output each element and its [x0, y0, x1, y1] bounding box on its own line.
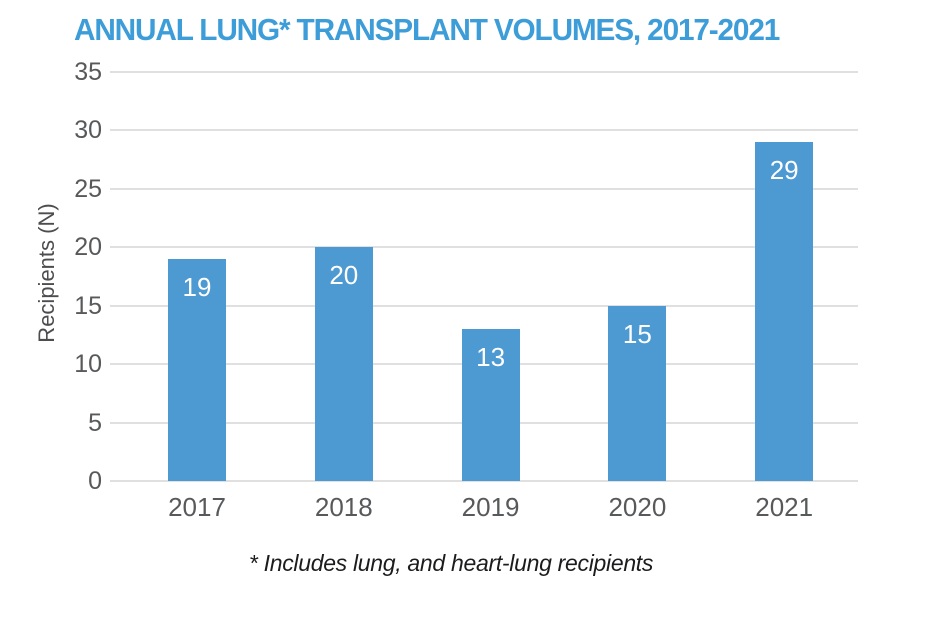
bar-value-label-2020: 15: [622, 318, 652, 349]
y-tick-label-15: 15: [74, 291, 102, 320]
bar-2018: 20: [314, 247, 373, 481]
x-tick-label-2020: 2020: [608, 492, 667, 522]
x-tick-label-2019: 2019: [461, 492, 520, 522]
x-tick-label-2018: 2018: [314, 492, 373, 522]
gridline-y-15: [110, 304, 858, 307]
gridline-y-20: [110, 246, 858, 249]
gridline-y-25: [110, 187, 858, 190]
bar-value-label-2019: 13: [476, 342, 506, 373]
bar-2020: 15: [608, 305, 667, 481]
chart-title: ANNUAL LUNG* TRANSPLANT VOLUMES, 2017-20…: [74, 12, 780, 47]
y-tick-label-30: 30: [74, 116, 102, 145]
bar-2021: 29: [755, 142, 814, 481]
gridline-y-35: [110, 71, 858, 73]
y-tick-label-5: 5: [88, 408, 102, 437]
gridline-y-0: [110, 480, 858, 482]
y-axis-title: Recipients (N): [34, 203, 59, 343]
y-tick-label-25: 25: [74, 174, 102, 203]
chart-footnote: * Includes lung, and heart-lung recipien…: [248, 550, 654, 576]
x-tick-label-2017: 2017: [168, 492, 226, 522]
bar-value-label-2018: 20: [329, 260, 359, 291]
y-tick-label-10: 10: [74, 350, 102, 379]
y-tick-label-0: 0: [88, 467, 102, 495]
bar-value-label-2017: 19: [182, 271, 212, 302]
gridline-y-30: [110, 129, 858, 132]
bar-2017: 19: [168, 258, 226, 481]
x-tick-label-2021: 2021: [755, 492, 814, 522]
plot-area: 19 20 13 15 29: [110, 71, 858, 482]
bar-2019: 13: [461, 329, 520, 481]
bar-value-label-2021: 29: [769, 155, 799, 186]
y-tick-label-35: 35: [74, 58, 102, 86]
y-tick-label-20: 20: [74, 233, 102, 262]
